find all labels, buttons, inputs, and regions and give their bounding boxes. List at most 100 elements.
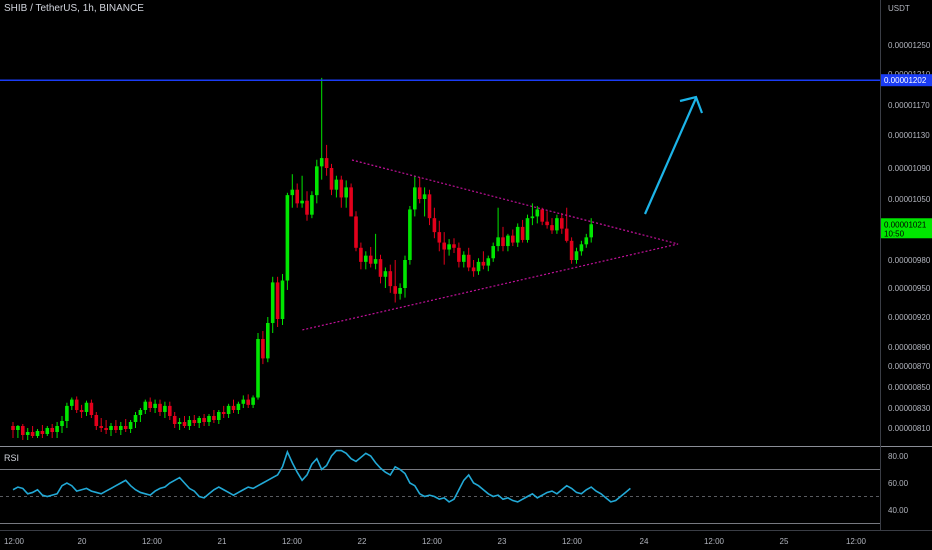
- candle-body: [202, 418, 206, 422]
- candle-body: [143, 401, 148, 410]
- price-tick-label: 0.00000850: [888, 383, 931, 392]
- candle-body: [79, 410, 84, 412]
- candle-body: [123, 426, 128, 429]
- breakout-arrow: [643, 97, 698, 215]
- candle-body: [344, 187, 348, 198]
- candle-body: [275, 282, 280, 319]
- chart-title: SHIB / TetherUS, 1h, BINANCE: [4, 3, 144, 14]
- time-axis[interactable]: 12:00 20 12:00 21 12:00 22 12:00 23 12:00 24 12:00…: [4, 537, 867, 546]
- candle-body: [334, 179, 339, 190]
- candle-body: [172, 416, 177, 424]
- candle-body: [119, 426, 123, 430]
- price-tick-label: 0.00000920: [888, 313, 931, 322]
- price-tick-label: 0.00000980: [888, 256, 931, 265]
- candle-body: [25, 432, 30, 435]
- candle-body: [574, 251, 579, 260]
- candle-body: [256, 339, 260, 398]
- price-tick-label: 0.00001250: [888, 41, 931, 50]
- candle-body: [65, 405, 69, 421]
- candle-body: [569, 240, 574, 260]
- candle-body: [560, 218, 564, 229]
- candle-body: [589, 224, 593, 238]
- candle-body: [270, 282, 275, 323]
- candle-body: [501, 237, 505, 247]
- candle-body: [266, 323, 270, 359]
- candle-body: [403, 260, 407, 288]
- candle-body: [45, 428, 50, 434]
- candle-body: [393, 286, 397, 294]
- candle-body: [447, 244, 451, 250]
- candle-body: [564, 228, 569, 241]
- candle-body: [315, 166, 319, 196]
- time-tick-label: 12:00: [142, 537, 163, 546]
- rsi-tick-label: 40.00: [888, 506, 909, 515]
- rsi-tick-label: 60.00: [888, 479, 909, 488]
- candle-body: [388, 271, 393, 287]
- candle-body: [16, 426, 20, 430]
- horizontal-line-price-text: 0.00001202: [884, 76, 927, 85]
- candle-body: [354, 216, 358, 248]
- price-tick-label: 0.00000810: [888, 424, 931, 433]
- candle-body: [550, 225, 554, 231]
- candle-body: [373, 259, 378, 264]
- candle-body: [212, 416, 216, 420]
- candle-body: [432, 218, 437, 233]
- time-tick-label: 12:00: [422, 537, 443, 546]
- candle-body: [579, 244, 584, 252]
- time-tick-label: 20: [78, 537, 87, 546]
- candle-body: [437, 232, 442, 243]
- price-tick-label: 0.00000830: [888, 404, 931, 413]
- time-tick-label: 12:00: [4, 537, 25, 546]
- rsi-axis[interactable]: 80.00 60.00 40.00: [888, 452, 909, 515]
- candle-body: [383, 271, 388, 277]
- candle-body: [84, 402, 89, 412]
- price-tick-label: 0.00001050: [888, 195, 931, 204]
- candle-body: [511, 235, 515, 243]
- candle-body: [187, 420, 192, 426]
- candle-body: [182, 422, 187, 426]
- candle-body: [89, 402, 94, 415]
- arrow-head: [679, 95, 704, 114]
- candle-body: [305, 200, 309, 215]
- candle-body: [40, 431, 45, 434]
- panel-separators: [0, 0, 932, 531]
- candle-body: [481, 261, 486, 266]
- candle-body: [496, 237, 500, 247]
- candle-body: [158, 403, 162, 412]
- candle-body: [207, 416, 211, 422]
- candle-body: [138, 410, 143, 415]
- candle-body: [339, 179, 344, 198]
- candle-body: [148, 401, 152, 408]
- candle-body: [55, 426, 59, 432]
- candle-body: [584, 237, 589, 245]
- candle-body: [525, 218, 530, 240]
- time-tick-label: 12:00: [704, 537, 725, 546]
- candle-body: [378, 259, 383, 277]
- candle-body: [555, 218, 559, 231]
- time-tick-label: 24: [640, 537, 649, 546]
- candle-body: [217, 412, 221, 420]
- candle-body: [476, 261, 481, 272]
- candle-body: [30, 432, 35, 436]
- candle-body: [349, 187, 353, 217]
- candle-body: [246, 399, 250, 405]
- candle-body: [285, 195, 290, 281]
- time-tick-label: 23: [498, 537, 507, 546]
- candle-body: [251, 397, 255, 405]
- candle-body: [236, 403, 241, 410]
- candle-body: [50, 428, 54, 432]
- price-tick-label: 0.00001130: [888, 131, 930, 140]
- symmetrical-triangle-pattern: [301, 159, 679, 331]
- candle-body: [329, 168, 334, 190]
- candle-body: [442, 242, 446, 250]
- candle-body: [364, 255, 368, 262]
- candle-body: [359, 247, 363, 262]
- candle-body: [241, 399, 246, 404]
- candle-body: [290, 189, 295, 196]
- candle-body: [466, 254, 471, 268]
- candle-body: [163, 405, 167, 412]
- rsi-series: [12, 449, 631, 503]
- candle-body: [231, 405, 236, 410]
- candle-body: [545, 221, 549, 226]
